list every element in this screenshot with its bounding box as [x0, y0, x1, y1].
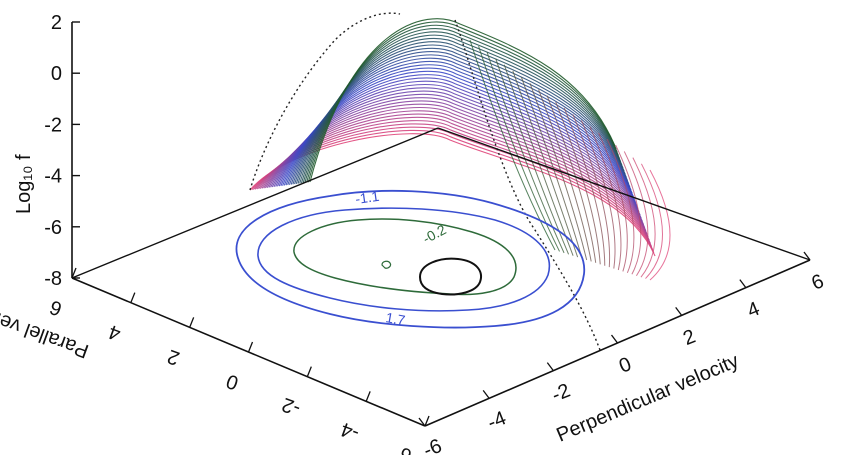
parallel-tick-mark [189, 317, 195, 328]
z-tick-label: -2 [44, 114, 62, 136]
surface-cross-line [623, 151, 649, 276]
parallel-tick-mark [247, 341, 254, 353]
surface-cross-line [615, 145, 642, 275]
perp-tick-mark [675, 306, 683, 316]
surface-cross-line [632, 157, 656, 278]
surface-cross-line [589, 126, 622, 271]
z-tick-label: -6 [44, 217, 62, 239]
surface-cross-line [580, 120, 616, 269]
contour-middle [257, 207, 551, 312]
z-tick-label: 0 [51, 63, 62, 85]
parallel-tick-label: 2 [165, 345, 183, 369]
contour-label-lower: 1.7 [384, 309, 406, 328]
parallel-tick-label: -6 [397, 442, 421, 455]
surface-cross-line [538, 89, 592, 262]
surface-cross-line [640, 163, 663, 279]
surface-slice-line [285, 64, 632, 191]
perp-tick-label: -6 [420, 435, 445, 455]
z-tick-label: -8 [44, 268, 62, 290]
perp-tick-label: -4 [485, 407, 510, 434]
surface-cross-line [486, 52, 565, 254]
surface-cross-line [563, 107, 606, 266]
perp-tick-mark [803, 251, 811, 261]
parallel-tick-mark [306, 366, 312, 377]
surface-cross-line [598, 132, 628, 272]
contour-outer [235, 189, 585, 329]
surface-cross-line [606, 138, 635, 274]
parallel-tick-label: 4 [106, 320, 124, 344]
parallel-tick-mark [365, 391, 371, 402]
parallel-tick-mark [130, 292, 136, 303]
surface-cross-line [546, 95, 597, 263]
floor-edge-back-right [437, 127, 811, 261]
surface-cross-line [520, 76, 583, 259]
surface-slice-line [288, 57, 630, 185]
surface-cross-line [572, 114, 611, 268]
perp-tick-mark [739, 279, 747, 289]
contour-label-outer: -1.1 [354, 188, 380, 207]
surface-slice-line [309, 18, 616, 183]
parallel-tick-label: 0 [223, 369, 241, 393]
perp-tick-label: 4 [744, 298, 763, 323]
surface-cross-line [649, 169, 671, 281]
perp-tick-mark [418, 417, 426, 427]
surface-cross-line [529, 83, 588, 261]
surface-cross-line [512, 70, 579, 258]
perp-tick-label: 6 [808, 270, 827, 295]
contour-peak [418, 257, 482, 296]
perp-tick-label: -2 [549, 380, 574, 407]
perp-tick-mark [482, 389, 490, 399]
z-axis-title: Log₁₀ f [13, 154, 35, 214]
surface-layer [249, 12, 671, 351]
perp-tick-label: 2 [680, 325, 699, 350]
parallel-tick-label: -4 [338, 418, 362, 445]
surface-cross-line [478, 46, 560, 252]
floor-edge-back-left [71, 127, 439, 279]
perp-tick-label: 0 [616, 353, 635, 378]
parallel-tick-label: 6 [47, 295, 65, 319]
perpendicular-axis-title: Perpendicular velocity [553, 350, 742, 447]
contour-small-loop [381, 260, 392, 269]
parallel-tick-mark [71, 267, 77, 279]
perp-tick-mark [546, 362, 554, 372]
parallel-tick-mark [424, 415, 430, 427]
perp-tick-mark [610, 334, 619, 344]
z-tick-label: -4 [44, 166, 62, 188]
parallel-axis-title: Parallel velocity [0, 294, 92, 362]
contour-layer: -1.1 -0.2 1.7 [235, 188, 585, 329]
surface-cross-line [495, 58, 570, 255]
surface-cross-line [555, 101, 601, 265]
z-tick-label: 2 [51, 12, 62, 34]
surface-cross-line [469, 39, 556, 251]
surface-left-outline [249, 12, 401, 191]
contour-inner [293, 218, 517, 296]
parallel-tick-label: -2 [279, 393, 303, 420]
